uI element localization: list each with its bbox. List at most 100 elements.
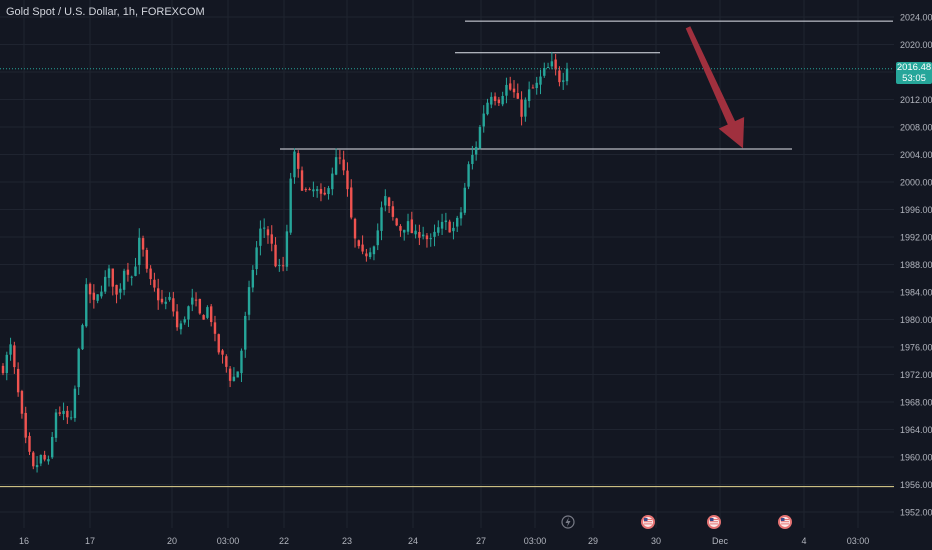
price-tick-label: 2012.00 [900,95,932,105]
candle-body [365,253,368,257]
candle-body [308,189,311,191]
candle-body [206,307,209,318]
candle-body [24,412,27,438]
time-tick-label: 22 [279,536,289,546]
time-tick-label: 29 [588,536,598,546]
candle-body [410,219,414,234]
candle-body [209,306,213,323]
candle-body [512,88,516,93]
price-tick-label: 1952.00 [900,508,932,518]
candle-body [297,153,300,169]
candle-body [126,269,130,275]
candle-body [164,301,167,304]
candle-body [406,221,410,232]
candle-body [524,99,527,117]
price-axis[interactable]: 1952.00 1956.00 1960.00 1964.00 1968.00 1972.… [900,13,932,518]
candle-body [156,288,160,301]
flash-event-icon[interactable] [561,515,575,529]
candle-body [448,221,451,233]
candle-body [550,61,554,67]
candle-body [51,436,54,458]
candle-body [505,84,508,96]
candle-body [175,311,179,328]
candle-body [259,228,262,246]
candle-body [327,188,330,195]
candle-body [13,345,16,368]
price-tick-label: 1996.00 [900,205,932,215]
candle-body [437,227,440,233]
candle-body [240,350,243,374]
us-flag-event-icon[interactable] [778,515,792,529]
candle-body [122,270,126,290]
candle-body [543,68,546,76]
candle-body [43,454,46,460]
candle-body [191,297,194,305]
candle-body [323,192,326,195]
candle-body [334,157,338,175]
price-tick-label: 1972.00 [900,370,932,380]
candle-body [54,412,58,438]
price-tick-label: 2020.00 [900,40,932,50]
price-tick-label: 1988.00 [900,260,932,270]
candle-body [433,231,436,237]
candle-body [168,296,171,300]
price-tick-label: 2024.00 [900,13,932,23]
time-tick-label: 24 [408,536,418,546]
candle-body [463,187,466,213]
candle-body [255,247,258,270]
candle-body [119,288,122,293]
candle-body [376,230,379,246]
candle-body [232,376,236,381]
price-tick-label: 1956.00 [900,480,932,490]
candle-body [244,315,247,350]
time-tick-label: 03:00 [524,536,547,546]
candle-body [293,151,296,178]
time-axis[interactable]: 16 17 20 03:00 22 23 24 27 03:00 29 30 Dec 4 03:00 [19,536,869,546]
candle-body [28,435,31,452]
candle-body [262,227,266,229]
candle-body [285,231,289,267]
candle-body [202,315,205,320]
candle-body [1,365,5,374]
candle-body [554,59,557,70]
horizontal-levels[interactable] [0,20,894,488]
price-tick-label: 1980.00 [900,315,932,325]
chart-grid [0,0,894,528]
candle-body [315,189,319,191]
candle-body [81,325,84,350]
candle-body [429,238,432,240]
candle-body [58,412,61,414]
candle-body [111,268,114,287]
candle-body [20,391,24,414]
candle-body [304,189,308,191]
us-flag-event-icon[interactable] [707,515,721,529]
candle-body [236,371,239,378]
price-tick-label: 1976.00 [900,343,932,353]
candle-body [353,218,357,239]
candle-body [5,354,8,373]
candle-body [520,99,523,117]
price-tick-label: 1968.00 [900,398,932,408]
candle-body [115,284,118,295]
event-markers[interactable] [561,515,792,529]
candle-body [418,232,421,238]
candle-body [138,237,141,266]
candle-body [225,356,228,367]
candle-body [482,113,485,127]
arrow-shape[interactable] [685,26,745,149]
candle-body [213,322,217,334]
candle-body [134,266,137,276]
candle-body [73,388,77,418]
candle-body [497,99,501,104]
time-tick-label: 03:00 [847,536,870,546]
candle-body [562,80,565,82]
us-flag-event-icon[interactable] [641,515,655,529]
candle-body [527,89,531,102]
candle-body [421,234,425,237]
price-tick-label: 1984.00 [900,288,932,298]
candle-body [474,146,478,155]
candle-body [160,298,164,303]
candle-body [357,240,361,247]
down-arrow-annotation[interactable] [685,26,745,149]
